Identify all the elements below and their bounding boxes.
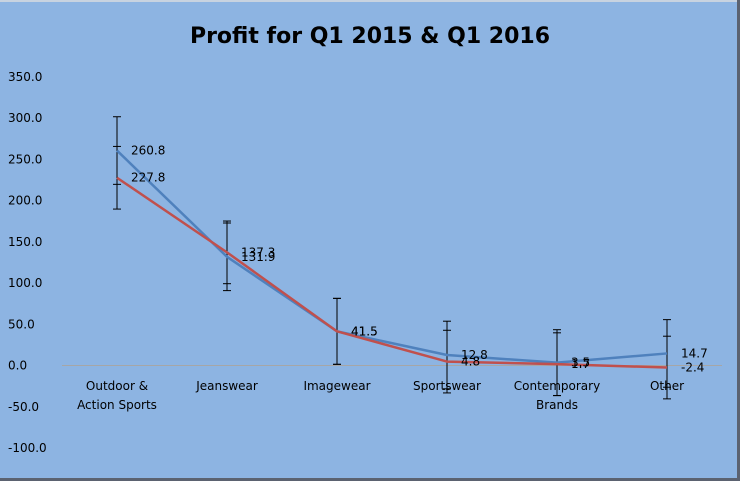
chart-border-bottom (0, 478, 740, 481)
data-label: 1.7 (571, 357, 590, 371)
y-tick-label: 0.0 (8, 359, 27, 373)
y-tick-label: 300.0 (8, 111, 42, 125)
data-label: 260.8 (131, 144, 165, 158)
data-label: 14.7 (681, 346, 708, 360)
data-label: 227.8 (131, 171, 165, 185)
chart-border-right (737, 0, 740, 481)
y-tick-label: 200.0 (8, 194, 42, 208)
data-label: -2.4 (681, 361, 704, 375)
data-label: 41.5 (351, 324, 378, 338)
y-tick-label: -100.0 (8, 441, 47, 455)
x-category-label: Jeanswear (195, 379, 258, 393)
y-tick-label: 150.0 (8, 235, 42, 249)
y-tick-label: 100.0 (8, 276, 42, 290)
data-label: 4.8 (461, 355, 480, 369)
series-line-2 (116, 176, 668, 369)
x-category-label: Outdoor & (86, 379, 148, 393)
y-tick-label: 250.0 (8, 152, 42, 166)
y-tick-label: -50.0 (8, 400, 39, 414)
y-tick-label: 350.0 (8, 70, 42, 84)
data-label: 12.8 (461, 348, 488, 362)
data-label: 131.9 (241, 250, 275, 264)
series-line-1 (116, 149, 668, 364)
x-category-label: Imagewear (303, 379, 370, 393)
x-category-label: Brands (536, 398, 578, 412)
chart-title: Profit for Q1 2015 & Q1 2016 (189, 24, 551, 49)
chart-border-top (0, 0, 740, 2)
y-tick-label: 50.0 (8, 317, 35, 331)
data-label: 41.5 (351, 324, 378, 338)
x-category-label: Action Sports (77, 398, 157, 412)
data-label: 137.3 (241, 245, 275, 259)
data-label: 3.5 (571, 356, 590, 370)
